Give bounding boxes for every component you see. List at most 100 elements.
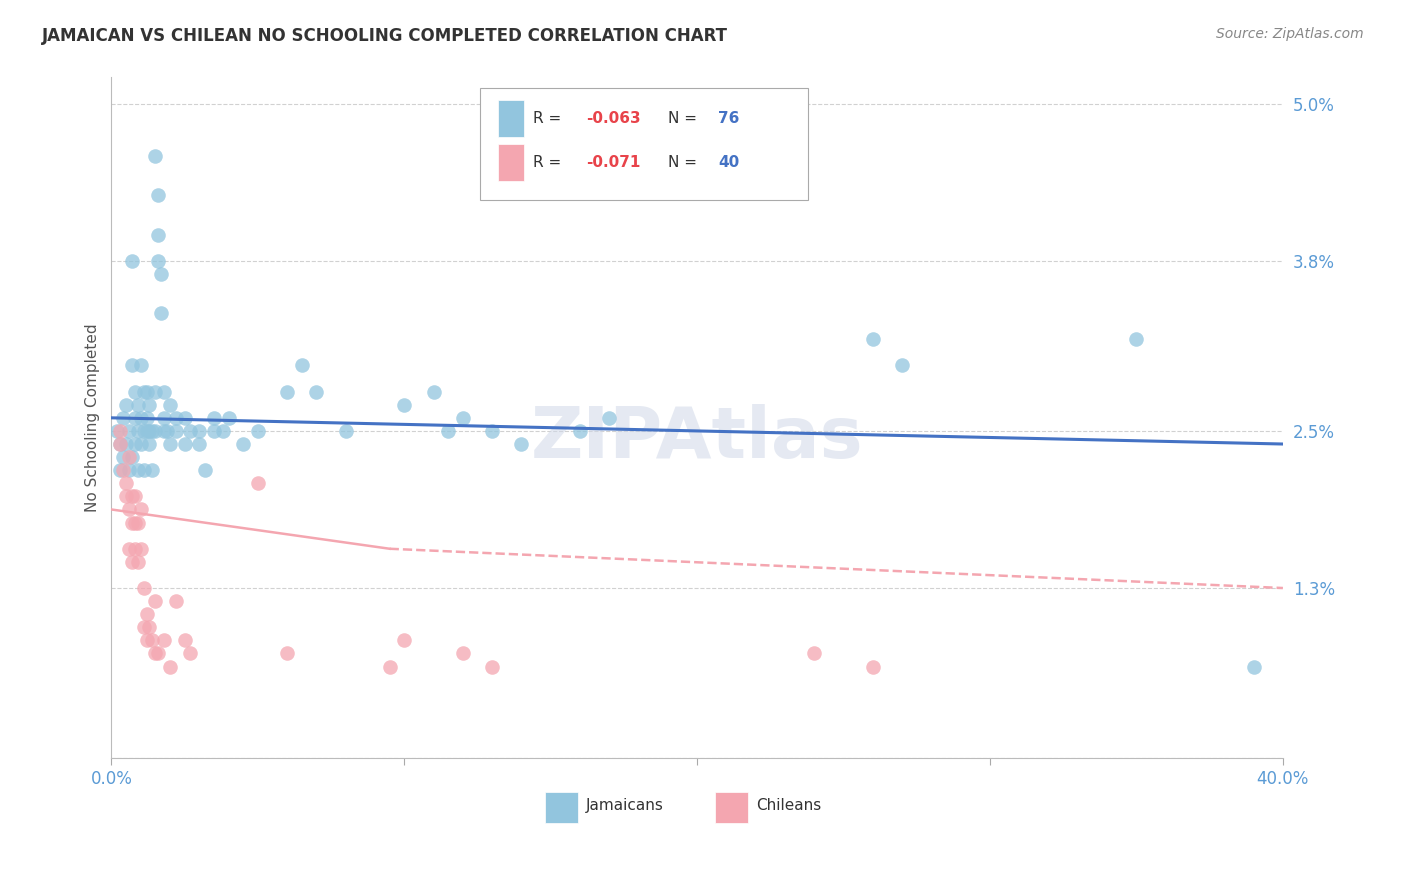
Point: [143, 424, 166, 438]
Point: [141, 424, 163, 438]
Point: [211, 424, 233, 438]
Point: [129, 502, 152, 516]
Point: [121, 359, 143, 373]
Text: JAMAICAN VS CHILEAN NO SCHOOLING COMPLETED CORRELATION CHART: JAMAICAN VS CHILEAN NO SCHOOLING COMPLET…: [42, 27, 728, 45]
Point: [153, 424, 176, 438]
Point: [481, 424, 503, 438]
Point: [138, 620, 160, 634]
Point: [165, 594, 187, 608]
Point: [124, 384, 146, 399]
Point: [891, 359, 914, 373]
Point: [127, 516, 149, 530]
Point: [173, 633, 195, 648]
Point: [165, 410, 187, 425]
Point: [127, 463, 149, 477]
Point: [108, 437, 131, 451]
Point: [112, 463, 135, 477]
Point: [159, 659, 181, 673]
Point: [148, 253, 170, 268]
Point: [112, 410, 135, 425]
Point: [121, 489, 143, 503]
Point: [124, 410, 146, 425]
Point: [276, 384, 298, 399]
Point: [115, 398, 138, 412]
Point: [148, 188, 170, 202]
Point: [124, 489, 146, 503]
Point: [194, 463, 217, 477]
Point: [135, 384, 157, 399]
Point: [118, 424, 141, 438]
Point: [132, 384, 155, 399]
Text: -0.063: -0.063: [586, 111, 641, 126]
Text: R =: R =: [533, 155, 567, 170]
Point: [143, 647, 166, 661]
Point: [179, 424, 201, 438]
Point: [394, 398, 416, 412]
Point: [188, 437, 211, 451]
Point: [135, 410, 157, 425]
Text: Source: ZipAtlas.com: Source: ZipAtlas.com: [1216, 27, 1364, 41]
Point: [232, 437, 254, 451]
Y-axis label: No Schooling Completed: No Schooling Completed: [86, 324, 100, 512]
Point: [129, 437, 152, 451]
Point: [124, 541, 146, 556]
FancyBboxPatch shape: [546, 792, 578, 823]
Text: N =: N =: [668, 155, 702, 170]
Point: [451, 410, 474, 425]
Point: [202, 410, 225, 425]
Point: [150, 306, 173, 320]
Point: [118, 463, 141, 477]
Point: [451, 647, 474, 661]
Text: 40: 40: [718, 155, 740, 170]
Point: [129, 410, 152, 425]
Point: [437, 424, 460, 438]
Point: [246, 424, 269, 438]
Point: [138, 424, 160, 438]
Text: Chileans: Chileans: [756, 798, 821, 814]
Point: [118, 541, 141, 556]
Point: [179, 647, 201, 661]
Point: [153, 384, 176, 399]
Point: [135, 424, 157, 438]
Point: [143, 384, 166, 399]
Point: [862, 659, 884, 673]
Point: [143, 594, 166, 608]
Point: [159, 437, 181, 451]
Point: [276, 647, 298, 661]
Point: [105, 424, 128, 438]
Text: N =: N =: [668, 111, 702, 126]
Point: [862, 332, 884, 346]
Point: [1125, 332, 1147, 346]
Point: [510, 437, 533, 451]
Point: [305, 384, 328, 399]
Point: [108, 463, 131, 477]
Point: [153, 633, 176, 648]
Point: [159, 398, 181, 412]
Point: [138, 398, 160, 412]
FancyBboxPatch shape: [481, 87, 808, 200]
FancyBboxPatch shape: [498, 144, 524, 181]
Point: [143, 149, 166, 163]
Point: [112, 450, 135, 464]
Point: [156, 424, 179, 438]
Point: [115, 476, 138, 491]
Point: [121, 450, 143, 464]
Point: [188, 424, 211, 438]
Point: [132, 424, 155, 438]
Point: [291, 359, 314, 373]
Point: [121, 555, 143, 569]
Text: -0.071: -0.071: [586, 155, 640, 170]
Point: [141, 463, 163, 477]
Point: [202, 424, 225, 438]
Point: [135, 633, 157, 648]
Point: [246, 476, 269, 491]
Point: [148, 647, 170, 661]
Point: [118, 502, 141, 516]
Point: [129, 359, 152, 373]
Point: [335, 424, 357, 438]
Point: [132, 463, 155, 477]
Point: [1243, 659, 1265, 673]
Point: [108, 424, 131, 438]
Point: [422, 384, 444, 399]
Point: [150, 267, 173, 281]
